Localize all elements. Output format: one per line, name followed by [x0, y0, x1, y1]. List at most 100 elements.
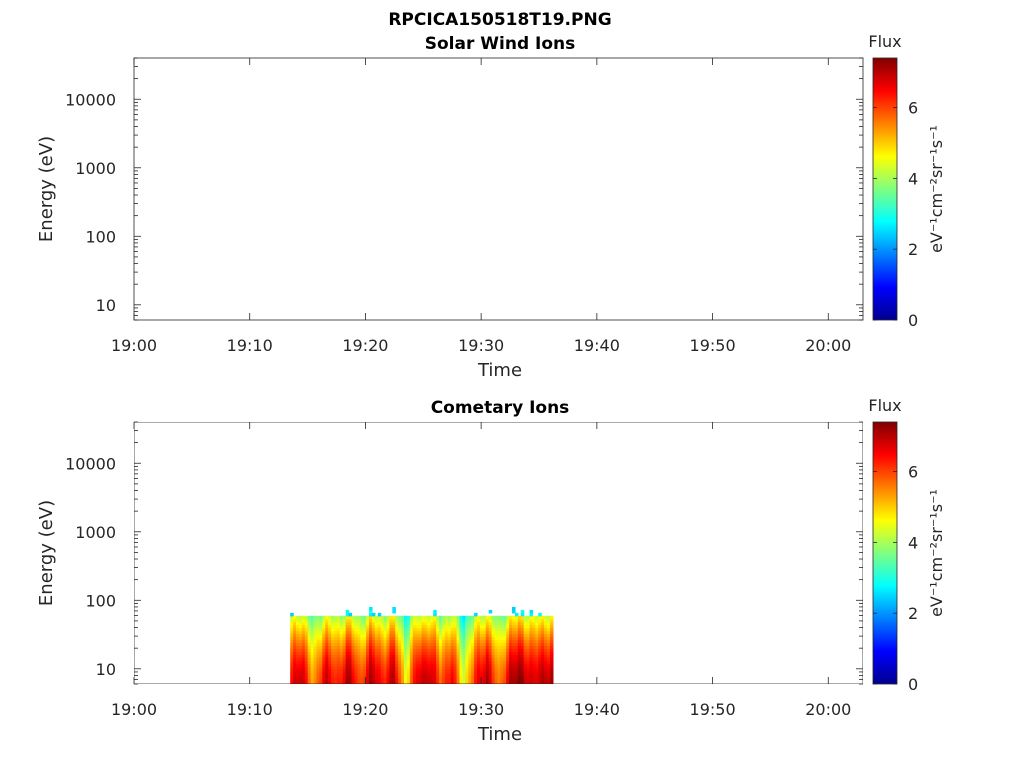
heatmap-cell — [512, 651, 516, 655]
heatmap-cell — [371, 636, 376, 641]
heatmap-cell — [485, 672, 490, 676]
heatmap-cell — [354, 651, 358, 655]
heatmap-cell — [523, 666, 528, 670]
heatmap-cell — [523, 633, 528, 638]
heatmap-cell — [331, 639, 335, 644]
heatmap-cell — [298, 663, 303, 667]
heatmap-cell — [296, 660, 300, 664]
heatmap-cell — [509, 624, 513, 629]
heatmap-cell — [339, 627, 344, 632]
heatmap-cell — [479, 636, 484, 641]
heatmap-cell — [319, 681, 323, 684]
heatmap-cell — [547, 639, 551, 644]
heatmap-cell — [541, 618, 545, 623]
heatmap-cell — [526, 678, 531, 682]
heatmap-cell — [526, 636, 531, 641]
heatmap-cell — [383, 660, 388, 664]
heatmap-cell — [301, 657, 306, 661]
heatmap-cell — [488, 681, 493, 684]
heatmap-cell — [547, 672, 551, 676]
heatmap-cell — [415, 657, 420, 661]
heatmap-cell — [328, 642, 332, 647]
heatmap-cell — [418, 633, 423, 638]
heatmap-cell — [389, 660, 393, 664]
heatmap-cell — [398, 657, 402, 661]
heatmap-cell — [342, 666, 347, 670]
heatmap-cell — [509, 615, 513, 620]
heatmap-cell — [430, 636, 434, 641]
heatmap-cell — [351, 615, 356, 620]
heatmap-cell — [333, 663, 338, 667]
heatmap-cell — [333, 645, 338, 650]
heatmap-cell — [307, 621, 312, 626]
heatmap-cell — [371, 621, 376, 626]
heatmap-cell — [506, 672, 510, 676]
heatmap-cell — [404, 678, 408, 682]
heatmap-cell — [517, 654, 522, 658]
heatmap-cell — [471, 663, 475, 667]
heatmap-cell — [512, 648, 516, 652]
heatmap-cell — [547, 621, 551, 626]
heatmap-cell — [509, 672, 513, 676]
heatmap-cell — [529, 675, 534, 679]
heatmap-cell — [404, 648, 408, 652]
heatmap-cell — [357, 630, 361, 635]
heatmap-cell — [380, 660, 385, 664]
heatmap-cell — [424, 651, 428, 655]
heatmap-cell — [541, 633, 545, 638]
heatmap-cell — [293, 678, 297, 682]
heatmap-cell — [304, 630, 309, 635]
heatmap-cell — [474, 630, 478, 635]
heatmap-cell — [374, 642, 379, 647]
heatmap-cell — [441, 681, 446, 684]
heatmap-cell — [290, 678, 294, 682]
heatmap-cell — [491, 675, 496, 679]
heatmap-cell — [477, 636, 481, 641]
x-axis: 19:00 19:10 19:20 19:30 19:40 19:50 20:00 — [111, 422, 851, 719]
heatmap-cell — [333, 618, 338, 623]
heatmap-cell — [549, 636, 554, 641]
heatmap-cell — [526, 657, 531, 661]
heatmap-cell — [427, 675, 431, 679]
heatmap-cell — [354, 639, 358, 644]
heatmap-cell — [453, 660, 458, 664]
heatmap-cell — [538, 612, 542, 617]
heatmap-cell — [322, 672, 326, 676]
heatmap-cell — [409, 645, 414, 650]
heatmap-cell — [517, 639, 522, 644]
heatmap-cell — [360, 615, 364, 620]
heatmap-cell — [328, 615, 332, 620]
heatmap-cell — [441, 669, 446, 673]
heatmap-cell — [517, 678, 522, 682]
x-tick-label: 20:00 — [805, 700, 851, 719]
heatmap-cell — [421, 669, 426, 673]
heatmap-cell — [304, 672, 309, 676]
heatmap-cell — [296, 657, 300, 661]
heatmap-cell — [482, 633, 487, 638]
heatmap-cell — [386, 663, 391, 667]
heatmap-cell — [290, 669, 294, 673]
heatmap-cell — [319, 651, 323, 655]
heatmap-cell — [532, 666, 536, 670]
heatmap-cell — [503, 663, 507, 667]
heatmap-cell — [322, 657, 326, 661]
heatmap-cell — [336, 675, 341, 679]
heatmap-cell — [485, 642, 490, 647]
heatmap-cell — [404, 639, 408, 644]
heatmap-cell — [366, 660, 370, 664]
heatmap-cell — [517, 657, 522, 661]
heatmap-cell — [383, 651, 388, 655]
heatmap-cell — [298, 615, 303, 620]
heatmap-cell — [532, 627, 536, 632]
heatmap-cell — [506, 621, 510, 626]
x-tick-label: 19:10 — [227, 700, 273, 719]
heatmap-cell — [439, 639, 443, 644]
heatmap-cell — [363, 615, 367, 620]
heatmap-cell — [354, 675, 358, 679]
heatmap-cell — [360, 657, 364, 661]
x-tick-label: 20:00 — [805, 336, 851, 355]
heatmap-cell — [479, 615, 484, 620]
heatmap-cell — [494, 645, 499, 650]
x-tick-label: 19:50 — [690, 700, 736, 719]
colorbar-tick-label: 6 — [908, 463, 918, 482]
